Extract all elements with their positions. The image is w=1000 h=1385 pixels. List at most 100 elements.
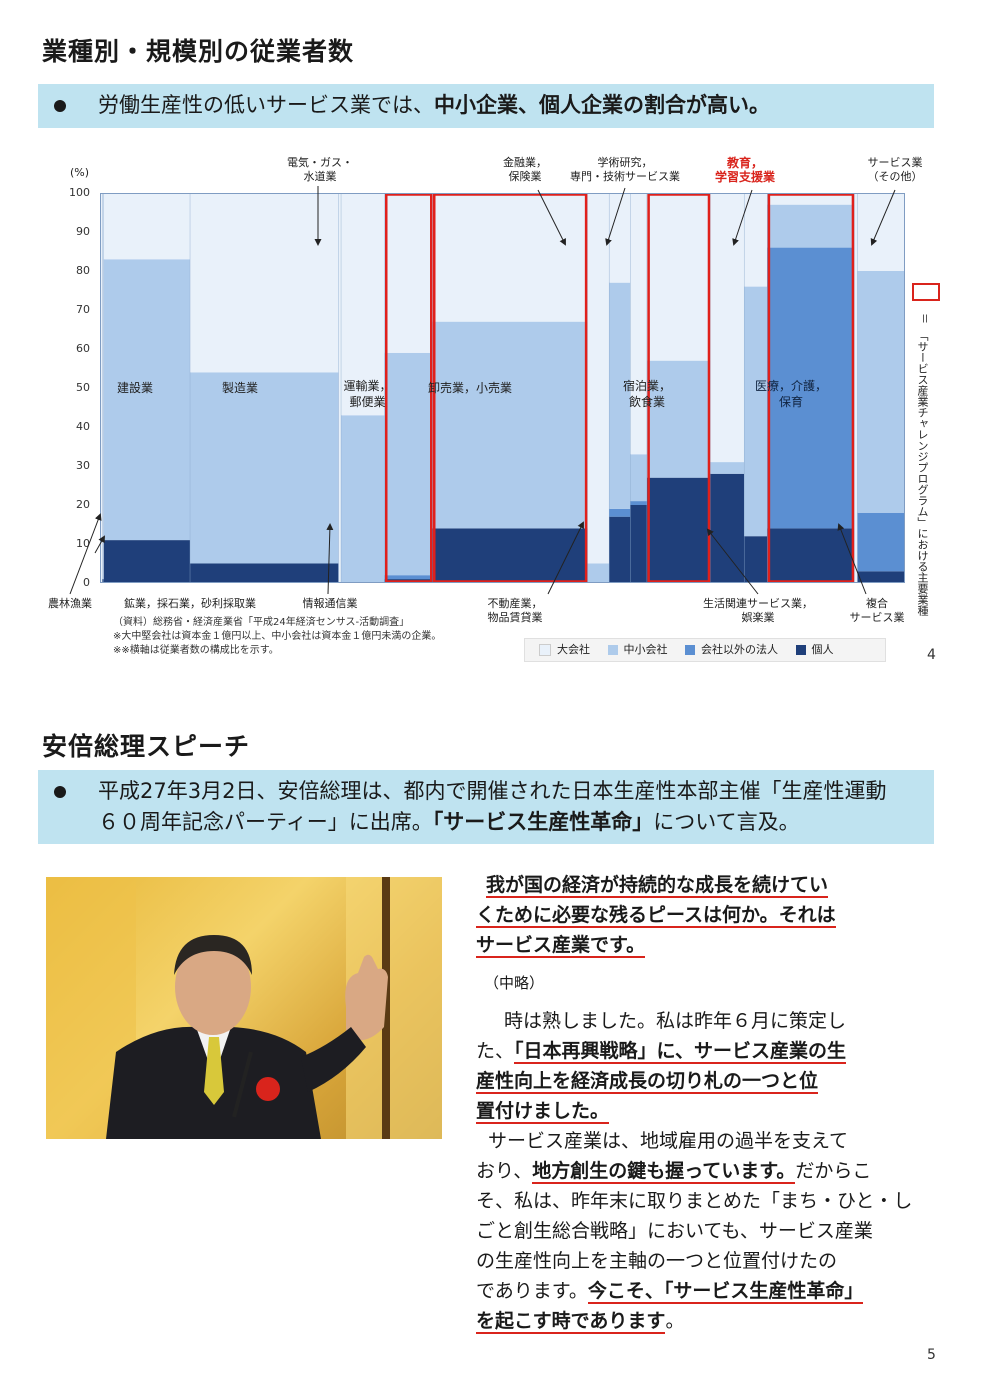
speech-p2-line2a: た、: [476, 1040, 515, 1062]
bar-segment: [630, 454, 648, 502]
bar-segment: [744, 193, 768, 287]
label-education-2: 学習支援業: [714, 170, 775, 184]
bar-segment: [857, 193, 905, 271]
speech-p2-line2: た、「日本再興戦略」に、サービス産業の生: [476, 1036, 926, 1066]
speech-p3-line2: おり、地方創生の鍵も握っています。だからこ: [476, 1156, 926, 1186]
arrow-education: [732, 189, 753, 246]
label-realestate-2: 物品賃貸業: [487, 611, 543, 624]
speech-p3-line3: そ、私は、昨年末に取りまとめた「まち・ひと・し: [476, 1190, 913, 1212]
y-tick-label: 70: [76, 303, 90, 316]
bar-segment: [710, 473, 745, 583]
bar-segment: [103, 193, 191, 260]
speech-p3-line2b: 地方創生の鍵も握っています。: [532, 1160, 796, 1184]
label-transport-1: 運輸業，: [343, 379, 392, 393]
label-living-2: 娯楽業: [741, 611, 775, 624]
highlight-frame: [385, 193, 433, 583]
bar-segment: [767, 204, 855, 248]
bar-segment: [857, 271, 905, 513]
arrow-service-other: [870, 189, 896, 246]
bar-segment: [647, 193, 711, 361]
speech-block: 我が国の経済が持続的な成長を続けてい くために必要な残るピースは何か。それは サ…: [476, 870, 926, 1336]
arrow-ict: [326, 523, 334, 595]
highlight-legend-box: [912, 283, 940, 301]
bar-segment: [609, 193, 631, 283]
bar-segment: [630, 193, 648, 455]
label-medical-1: 医療，介護，: [754, 379, 827, 393]
speaker-head: [175, 939, 251, 1035]
label-mining: 鉱業，採石業，砂利採取業: [124, 597, 256, 610]
source-notes: （資料）総務省・経済産業省「平成24年経済センサス-活動調査」 ※大中堅会社は資…: [113, 616, 441, 658]
chart-frame: [100, 193, 905, 583]
section-title-employment: 業種別・規模別の従業者数: [42, 37, 355, 66]
speech-p2-line2b: 「日本再興戦略」に、サービス産業の生: [514, 1040, 846, 1064]
bar-segment: [103, 259, 191, 541]
speech-p1-line3: サービス産業です。: [476, 930, 926, 960]
bar-segment: [609, 282, 631, 509]
bar-segment: [630, 505, 648, 583]
bar-segment: [857, 571, 905, 583]
page-number-4: 4: [927, 647, 936, 663]
banner2-line-2a: ６０周年記念パーティー」に出席。: [98, 810, 433, 834]
speech-p1-line2-text: くために必要な残るピースは何か。それは: [476, 904, 836, 928]
bar-segment: [767, 528, 855, 583]
y-tick-label: 100: [69, 186, 90, 199]
label-electricity-1: 電気・ガス・: [287, 156, 353, 169]
label-service-other-2: （その他）: [867, 170, 923, 183]
photo-pillar: [382, 877, 390, 1139]
label-service-other-1: サービス業: [867, 156, 923, 169]
bar-segment: [102, 193, 104, 580]
bar-segment: [103, 540, 191, 583]
y-tick-label: 10: [76, 537, 90, 550]
speech-p2-line4-text: 置付けました。: [476, 1100, 610, 1124]
label-manufacturing: 製造業: [221, 381, 258, 395]
speech-p3-line6a: であります。: [476, 1280, 588, 1302]
speech-p3-line4: ごと創生総合戦略」においても、サービス産業: [476, 1220, 873, 1242]
speech-p3-line7b: 。: [665, 1310, 685, 1332]
y-tick-label: 50: [76, 381, 90, 394]
legend-swatch-individual: [795, 645, 806, 655]
label-lodging-1: 宿泊業，: [622, 379, 671, 393]
y-tick-label: 20: [76, 498, 90, 511]
speech-p2-line3-text: 産性向上を経済成長の切り札の一つと位: [476, 1070, 819, 1094]
bar-segment: [102, 579, 104, 583]
label-academic-1: 学術研究，: [597, 156, 653, 169]
bar-segment: [744, 286, 768, 537]
label-compound-2: サービス業: [849, 611, 905, 624]
speech-p2-line3: 産性向上を経済成長の切り札の一つと位: [476, 1066, 926, 1096]
label-living: 生活関連サービス業， 娯楽業: [698, 597, 818, 625]
bar-segment: [710, 193, 745, 463]
arrow-mining: [94, 535, 105, 554]
speech-omit: （中略）: [484, 974, 545, 992]
speech-p3-line2a: おり、: [476, 1160, 533, 1182]
label-realestate-1: 不動産業，: [487, 597, 543, 610]
highlight-frame: [767, 193, 855, 583]
y-tick-label: 30: [76, 459, 90, 472]
speech-p1-line2: くために必要な残るピースは何か。それは: [476, 900, 926, 930]
label-compound: 複合 サービス業: [842, 597, 912, 625]
banner2-line-2c: について言及。: [653, 810, 800, 834]
speech-p3-line6: であります。今こそ、「サービス生産性革命」: [476, 1276, 926, 1306]
microphone: [232, 1051, 253, 1118]
bullet-icon: [54, 786, 66, 798]
arrow-finance: [537, 189, 566, 246]
bar-segment: [341, 415, 385, 583]
bar-segment: [609, 516, 631, 583]
speaker-arm: [301, 1027, 366, 1092]
speech-p3-line5: の生産性向上を主軸の一つと位置付けたの: [476, 1250, 838, 1272]
bar-segment: [432, 321, 588, 529]
label-finance: 金融業， 保険業: [490, 156, 560, 184]
summary-banner-2: 平成27年3月2日、安倍総理は、都内で開催された日本生産性本部主催「生産性運動 …: [38, 770, 934, 844]
arrow-agriculture: [69, 513, 102, 595]
source-line-2: ※大中堅会社は資本金１億円以上、中小会社は資本金１億円未満の企業。: [113, 631, 442, 642]
bar-segment: [100, 193, 103, 583]
red-rosette: [256, 1077, 280, 1101]
bar-segment: [190, 372, 339, 564]
bar-segment: [587, 193, 610, 564]
speech-p2-line4: 置付けました。: [476, 1096, 926, 1126]
speech-p3-line7a: を起こす時であります: [476, 1310, 666, 1334]
speech-p2-line1: 時は熟しました。私は昨年６月に策定し: [504, 1010, 847, 1032]
label-education-1: 教育，: [726, 156, 763, 170]
bar-segment: [710, 462, 745, 474]
y-axis-unit: (%): [70, 166, 90, 179]
bar-segment: [587, 563, 610, 583]
